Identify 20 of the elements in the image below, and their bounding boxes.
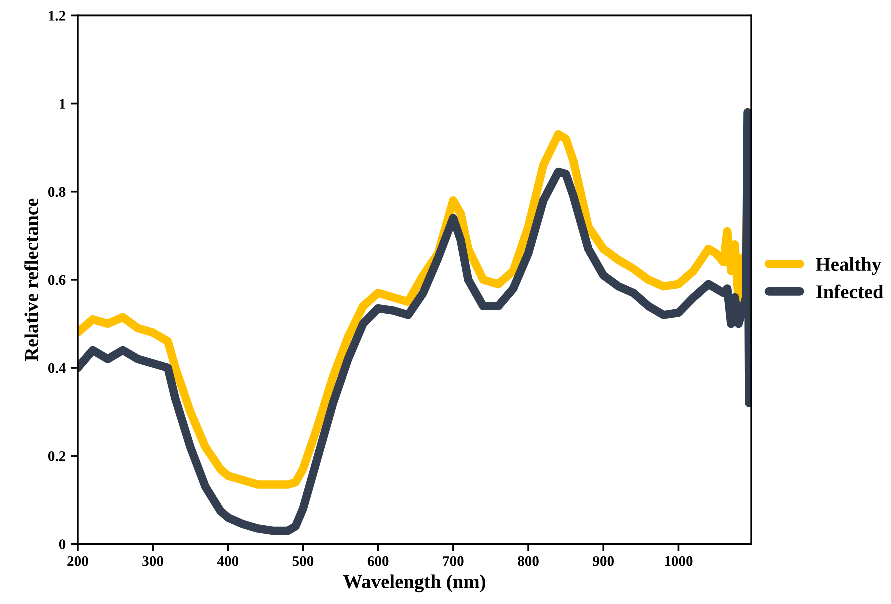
x-tick-label: 800 bbox=[518, 556, 539, 566]
x-tick-label: 600 bbox=[368, 556, 389, 566]
x-tick-label: 700 bbox=[443, 556, 464, 566]
y-tick-label: 0.6 bbox=[48, 275, 66, 286]
legend-label: Healthy bbox=[816, 257, 882, 276]
y-tick-label: 0.4 bbox=[48, 363, 66, 374]
x-tick-label: 1000 bbox=[665, 556, 693, 566]
x-axis-title: Wavelength (nm) bbox=[343, 574, 486, 593]
y-tick-label: 1 bbox=[60, 99, 66, 109]
x-tick-label: 900 bbox=[593, 556, 614, 566]
y-tick-label: 0.8 bbox=[48, 187, 66, 198]
x-tick-label: 400 bbox=[217, 556, 239, 566]
x-tick-label: 200 bbox=[68, 556, 88, 566]
y-tick-label: 0.2 bbox=[48, 451, 66, 462]
y-tick-label: 0 bbox=[59, 540, 66, 550]
legend-label: Infected bbox=[816, 284, 884, 299]
y-tick-label: 1.2 bbox=[49, 11, 66, 21]
x-tick-label: 500 bbox=[292, 556, 314, 566]
y-axis-title: Relative reflectance bbox=[24, 198, 38, 362]
x-tick-label: 300 bbox=[142, 556, 164, 566]
